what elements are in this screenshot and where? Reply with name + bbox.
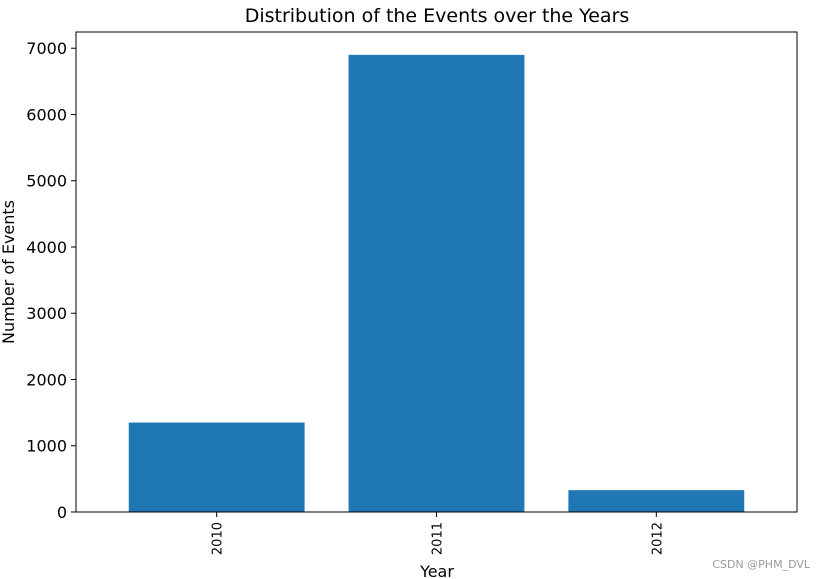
x-tick-label: 2011 — [431, 522, 446, 555]
bar-2012 — [568, 490, 745, 512]
plot-frame — [75, 31, 798, 513]
bar-2010 — [128, 422, 305, 512]
y-tick-label: 6000 — [26, 105, 67, 124]
x-tick-label: 2012 — [650, 522, 665, 555]
watermark: CSDN @PHM_DVL — [712, 558, 811, 571]
x-axis-label: Year — [419, 562, 454, 579]
y-tick-label: 3000 — [26, 304, 67, 323]
y-tick-label: 4000 — [26, 238, 67, 257]
y-axis-ticks: 0 1000 2000 3000 4000 5000 6000 7000 — [26, 39, 76, 522]
x-axis-ticks: 2010 2011 2012 — [211, 512, 665, 555]
y-tick-label: 5000 — [26, 172, 67, 191]
y-tick-label: 1000 — [26, 437, 67, 456]
y-tick-label: 2000 — [26, 370, 67, 389]
y-axis-label: Number of Events — [0, 200, 18, 344]
x-tick-label: 2010 — [211, 522, 226, 555]
bars-group — [128, 54, 745, 512]
y-tick-label: 0 — [57, 503, 67, 522]
chart-title: Distribution of the Events over the Year… — [245, 5, 630, 27]
y-tick-label: 7000 — [26, 39, 67, 58]
bar-2011 — [348, 54, 525, 512]
